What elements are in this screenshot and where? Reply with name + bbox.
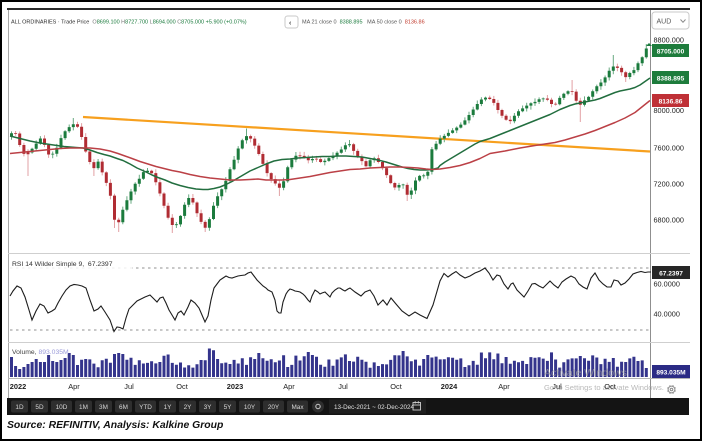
- svg-text:RSI 14 Wilder Simple 9, 67.23: RSI 14 Wilder Simple 9, 67.2397: [12, 261, 113, 268]
- svg-text:2023: 2023: [227, 382, 243, 391]
- svg-text:Apr: Apr: [283, 382, 295, 391]
- svg-text:7600.000: 7600.000: [654, 144, 684, 153]
- svg-text:Apr: Apr: [498, 382, 510, 391]
- svg-text:8800.000: 8800.000: [654, 36, 684, 45]
- svg-text:Oct: Oct: [176, 382, 188, 391]
- svg-text:Max: Max: [291, 404, 304, 411]
- svg-text:8136.86: 8136.86: [659, 99, 683, 106]
- svg-text:6M: 6M: [119, 404, 128, 411]
- svg-text:Oct: Oct: [604, 382, 616, 391]
- svg-text:1M: 1M: [79, 404, 88, 411]
- svg-text:Jul: Jul: [338, 382, 348, 391]
- svg-text:Volume, 893.035M: Volume, 893.035M: [12, 349, 69, 356]
- svg-text:8000.000: 8000.000: [654, 106, 684, 115]
- svg-text:893.035M: 893.035M: [656, 370, 686, 377]
- svg-text:ALL ORDINARIES · Trade Price: ALL ORDINARIES · Trade Price O8699.100 H…: [11, 20, 247, 26]
- svg-text:5Y: 5Y: [224, 404, 233, 411]
- svg-text:YTD: YTD: [139, 404, 152, 411]
- svg-text:2Y: 2Y: [184, 404, 193, 411]
- svg-text:10Y: 10Y: [244, 404, 256, 411]
- svg-text:7200.000: 7200.000: [654, 180, 684, 189]
- svg-text:Oct: Oct: [390, 382, 402, 391]
- svg-text:8388.895: 8388.895: [657, 76, 685, 83]
- svg-text:67.2397: 67.2397: [659, 271, 683, 278]
- svg-text:2022: 2022: [10, 382, 26, 391]
- svg-text:8705.000: 8705.000: [657, 49, 685, 56]
- svg-text:3Y: 3Y: [204, 404, 213, 411]
- svg-text:40.0000: 40.0000: [654, 310, 680, 319]
- svg-text:Activate Windows: Activate Windows: [544, 367, 627, 379]
- svg-text:13-Dec-2021 ~ 02-Dec-2024: 13-Dec-2021 ~ 02-Dec-2024: [334, 404, 414, 411]
- svg-text:6800.000: 6800.000: [654, 216, 684, 225]
- svg-text:10D: 10D: [56, 404, 68, 411]
- svg-text:Go to Settings to activate Win: Go to Settings to activate Windows.: [544, 383, 664, 392]
- svg-text:‹: ‹: [289, 20, 292, 27]
- svg-text:Apr: Apr: [68, 382, 80, 391]
- svg-text:MA 21 close 0 8388.895 MA 5: MA 21 close 0 8388.895 MA 50 close 0 813…: [302, 20, 425, 26]
- svg-text:1Y: 1Y: [164, 404, 173, 411]
- svg-text:Jul: Jul: [552, 382, 562, 391]
- svg-text:60.0000: 60.0000: [654, 280, 680, 289]
- svg-text:5D: 5D: [35, 404, 44, 411]
- svg-text:3M: 3M: [99, 404, 108, 411]
- svg-text:AUD: AUD: [657, 19, 672, 26]
- svg-text:1D: 1D: [15, 404, 24, 411]
- svg-text:20Y: 20Y: [268, 404, 280, 411]
- svg-text:Jul: Jul: [124, 382, 134, 391]
- svg-text:2024: 2024: [441, 382, 458, 391]
- svg-text:Source: REFINITIV, Analysis: K: Source: REFINITIV, Analysis: Kalkine Gro…: [7, 420, 224, 431]
